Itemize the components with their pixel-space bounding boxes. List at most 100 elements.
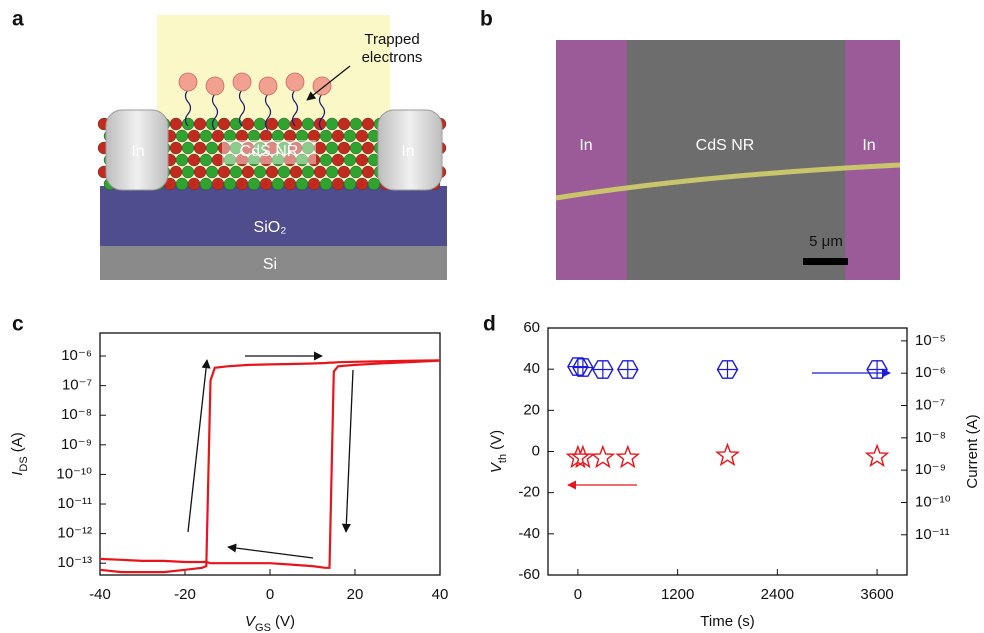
y-tick-label: 10⁻⁸ <box>61 406 92 423</box>
data-point <box>615 444 641 469</box>
y2-tick-label: 10⁻⁷ <box>915 396 945 413</box>
electrode-label: In <box>401 143 414 160</box>
y2-tick-label: 10⁻¹¹ <box>915 526 950 543</box>
atom <box>217 165 231 179</box>
axis-subscript: GS <box>255 622 271 633</box>
axis-symbol: V <box>488 461 505 473</box>
y-tick-label: 10⁻¹² <box>57 525 92 542</box>
atom <box>319 177 333 191</box>
data-point <box>567 357 589 376</box>
electrode-label: In <box>131 143 144 160</box>
electrode <box>377 109 443 191</box>
atom <box>265 117 279 131</box>
atom <box>343 129 357 143</box>
atom <box>337 165 351 179</box>
atom <box>169 141 183 155</box>
atom <box>193 141 207 155</box>
y-tick-label: 10⁻⁷ <box>62 377 92 394</box>
annotation-line: Trapped <box>364 31 419 48</box>
atom <box>175 153 189 167</box>
data-line <box>99 359 441 569</box>
y-tick-label: 10⁻¹³ <box>57 554 92 571</box>
y-tick-label: 10⁻⁶ <box>61 347 92 364</box>
electrode-label: In <box>579 137 592 154</box>
ligand <box>238 89 246 127</box>
axis-subscript: th <box>497 454 509 463</box>
atom <box>277 117 291 131</box>
atom <box>223 177 237 191</box>
atom <box>235 177 249 191</box>
atom <box>361 117 375 131</box>
atom <box>349 141 363 155</box>
atom <box>277 165 291 179</box>
atom <box>325 141 339 155</box>
atom <box>289 165 303 179</box>
marker-star <box>864 443 890 468</box>
marker-star <box>590 444 616 469</box>
atom <box>205 141 219 155</box>
trapped-electron <box>312 76 332 96</box>
scale-bar <box>803 258 848 265</box>
ligand <box>291 89 299 127</box>
atom <box>325 117 339 131</box>
data-point <box>866 360 888 379</box>
data-point <box>616 360 639 379</box>
atom <box>253 117 267 131</box>
trapped-electron <box>232 72 252 92</box>
atom <box>271 177 285 191</box>
atom <box>229 165 243 179</box>
y-tick-label: -20 <box>518 484 540 501</box>
ligand <box>211 93 219 131</box>
annotation-arrow <box>306 65 351 101</box>
atom <box>337 141 351 155</box>
y2-tick-label: 10⁻⁹ <box>915 461 946 478</box>
label-box <box>222 140 316 164</box>
data-point <box>716 360 739 379</box>
arrow <box>187 359 211 533</box>
atom <box>349 165 363 179</box>
atom <box>301 165 315 179</box>
trapped-electron <box>205 76 225 96</box>
axis-unit: (V) <box>488 430 505 450</box>
arrow <box>341 369 354 533</box>
data-point <box>715 442 740 467</box>
plot-frame <box>99 332 441 576</box>
atom <box>187 177 201 191</box>
axis-label: Time (s) <box>700 613 754 630</box>
atom <box>355 129 369 143</box>
x-tick-label: 40 <box>432 586 449 603</box>
atom <box>259 177 273 191</box>
y-tick-label: -60 <box>518 566 540 583</box>
axis-label: Current (A) <box>964 414 981 488</box>
atom <box>325 165 339 179</box>
y-tick-label: 10⁻¹¹ <box>57 495 92 512</box>
data-point <box>570 444 596 469</box>
atom <box>169 117 183 131</box>
electrode <box>105 109 169 191</box>
atom <box>253 165 267 179</box>
atom <box>265 165 279 179</box>
x-tick-label: 3600 <box>860 586 893 603</box>
y-tick-label: 10⁻⁹ <box>61 436 92 453</box>
atom <box>169 165 183 179</box>
atom <box>205 165 219 179</box>
atom <box>313 165 327 179</box>
atom <box>181 117 195 131</box>
marker-hexagon <box>572 358 594 377</box>
y-tick-label: 0 <box>532 442 540 459</box>
atom <box>181 165 195 179</box>
trapped-electron <box>258 76 278 96</box>
x-tick-label: 1200 <box>661 586 694 603</box>
sio2-layer <box>100 186 447 246</box>
chart: c -40 -20 0 20 40 10⁻¹³ 10⁻¹² 10⁻¹¹ 10⁻¹⁰ 10⁻⁹ 10⁻⁸… <box>12 313 448 603</box>
atom <box>283 177 297 191</box>
atom <box>187 129 201 143</box>
y-tick-label: 10⁻¹⁰ <box>56 465 92 482</box>
atom <box>319 129 333 143</box>
atom <box>187 153 201 167</box>
y2-tick-label: 10⁻⁶ <box>915 364 946 381</box>
y2-tick-label: 10⁻¹⁰ <box>915 493 951 510</box>
marker-star <box>615 444 641 469</box>
atom <box>307 177 321 191</box>
atom <box>319 153 333 167</box>
